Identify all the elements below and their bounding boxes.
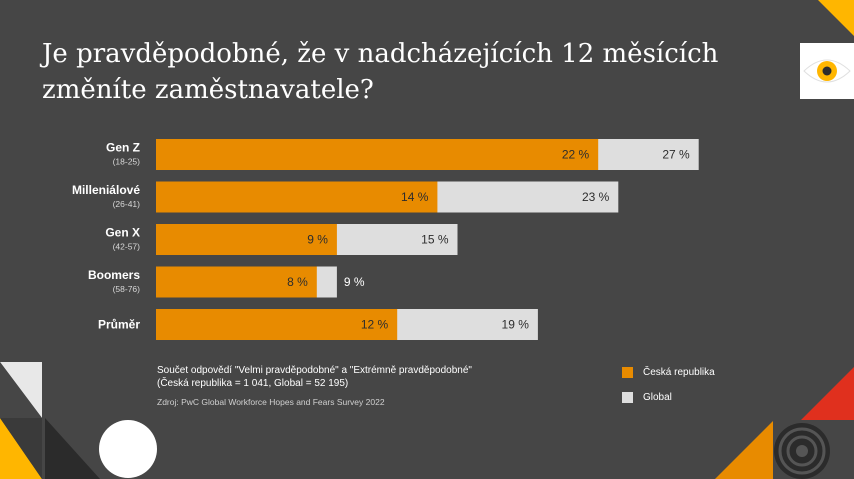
legend-label-global: Global: [643, 391, 672, 403]
data-label-cz: 9 %: [307, 233, 328, 247]
data-label-cz: 14 %: [401, 190, 429, 204]
data-label-global: 27 %: [662, 148, 690, 162]
legend-swatch-cz: [622, 366, 633, 378]
bar-cz: [156, 309, 398, 340]
bar-cz: [156, 181, 438, 213]
data-label-cz: 12 %: [361, 318, 389, 332]
data-label-cz: 22 %: [562, 148, 590, 162]
decor-top-right: [818, 0, 854, 36]
decor-right: [715, 367, 854, 479]
category-sublabel: (26-41): [113, 199, 141, 209]
data-label-cz: 8 %: [287, 275, 308, 289]
legend-item-cz: Česká republika: [622, 365, 715, 379]
bar-cz: [156, 139, 599, 170]
data-label-global: 9 %: [344, 275, 365, 289]
legend-label-cz: Česká republika: [643, 366, 715, 378]
decor-red-triangle: [801, 367, 854, 420]
category-label: Milleniálové: [72, 183, 140, 197]
category-label: Gen Z: [106, 141, 140, 155]
legend-swatch-global: [622, 391, 633, 403]
note-line-1: Součet odpovědí "Velmi pravděpodobné" a …: [157, 365, 472, 376]
legend-item-global: Global: [622, 390, 715, 404]
bar-cz: [156, 266, 317, 298]
category-sublabel: (42-57): [113, 242, 141, 252]
category-sublabel: (18-25): [113, 157, 141, 167]
category-label: Gen X: [105, 226, 140, 240]
bar-cz: [156, 224, 337, 255]
category-sublabel: (58-76): [113, 284, 141, 294]
page-title: Je pravděpodobné, že v nadcházejících 12…: [42, 39, 719, 105]
decor-white-circle: [99, 420, 157, 478]
data-label-global: 15 %: [421, 233, 449, 247]
eye-icon: [803, 59, 851, 83]
decor-dark-triangle: [45, 418, 100, 479]
decor-yellow-corner: [818, 0, 854, 36]
category-label: Boomers: [88, 268, 140, 282]
eye-logo: [800, 43, 854, 99]
data-label-global: 23 %: [582, 190, 610, 204]
decor-orange-triangle: [715, 421, 773, 479]
decor-left: [0, 362, 157, 479]
source-text: Zdroj: PwC Global Workforce Hopes and Fe…: [157, 397, 385, 407]
data-label-global: 19 %: [502, 318, 530, 332]
category-label: Průměr: [98, 318, 140, 332]
chart-note: Součet odpovědí "Velmi pravděpodobné" a …: [157, 364, 472, 390]
legend: Česká republika Global: [622, 365, 715, 415]
note-line-2: (Česká republika = 1 041, Global = 52 19…: [157, 378, 349, 389]
